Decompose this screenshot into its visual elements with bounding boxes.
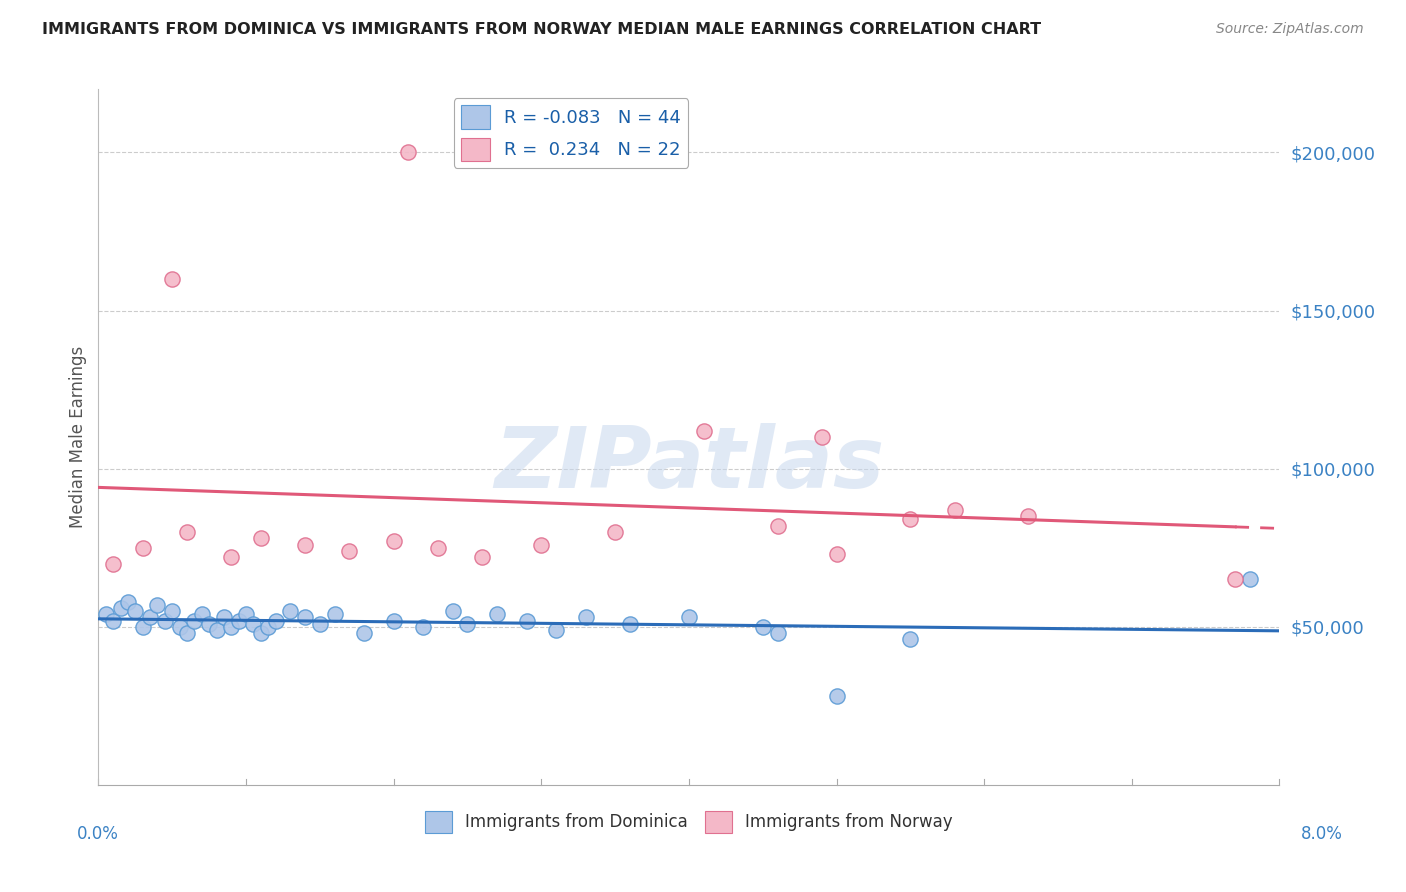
Point [183,614,205,628]
Y-axis label: Median Male Earnings: Median Male Earnings [69,346,87,528]
Point [546,623,568,637]
Legend: Immigrants from Dominica, Immigrants from Norway: Immigrants from Dominica, Immigrants fro… [419,805,959,839]
Point [264,614,287,628]
Text: 8.0%: 8.0% [1301,825,1343,843]
Point [205,623,228,637]
Point [353,626,375,640]
Point [619,616,641,631]
Point [94,607,117,622]
Point [382,614,405,628]
Point [441,604,464,618]
Point [471,550,494,565]
Point [169,620,191,634]
Point [250,626,273,640]
Text: ZIPatlas: ZIPatlas [494,424,884,507]
Point [294,538,316,552]
Point [825,690,848,704]
Point [139,610,162,624]
Point [530,538,553,552]
Point [1225,573,1247,587]
Point [124,604,146,618]
Point [221,620,243,634]
Point [900,632,922,647]
Point [235,607,257,622]
Point [103,557,125,571]
Point [323,607,346,622]
Point [457,616,479,631]
Point [516,614,538,628]
Text: IMMIGRANTS FROM DOMINICA VS IMMIGRANTS FROM NORWAY MEDIAN MALE EARNINGS CORRELAT: IMMIGRANTS FROM DOMINICA VS IMMIGRANTS F… [42,22,1042,37]
Point [117,594,139,608]
Point [486,607,509,622]
Point [103,614,125,628]
Text: Source: ZipAtlas.com: Source: ZipAtlas.com [1216,22,1364,37]
Point [412,620,434,634]
Point [212,610,235,624]
Point [766,626,789,640]
Point [398,145,420,160]
Point [766,518,789,533]
Point [825,547,848,561]
Point [693,424,716,438]
Point [146,598,169,612]
Point [257,620,280,634]
Point [132,620,155,634]
Point [153,614,176,628]
Point [110,600,132,615]
Point [250,531,273,545]
Point [811,430,834,444]
Point [1018,509,1040,524]
Point [678,610,700,624]
Point [605,524,627,539]
Point [294,610,316,624]
Point [1239,573,1261,587]
Point [162,604,183,618]
Point [427,541,450,555]
Point [943,503,966,517]
Point [900,512,922,526]
Point [198,616,221,631]
Point [176,524,198,539]
Point [382,534,405,549]
Point [280,604,302,618]
Point [221,550,243,565]
Point [191,607,214,622]
Point [339,544,361,558]
Point [132,541,155,555]
Point [309,616,332,631]
Text: 0.0%: 0.0% [77,825,120,843]
Point [242,616,264,631]
Point [162,272,183,286]
Point [176,626,198,640]
Point [228,614,250,628]
Point [752,620,775,634]
Point [575,610,598,624]
